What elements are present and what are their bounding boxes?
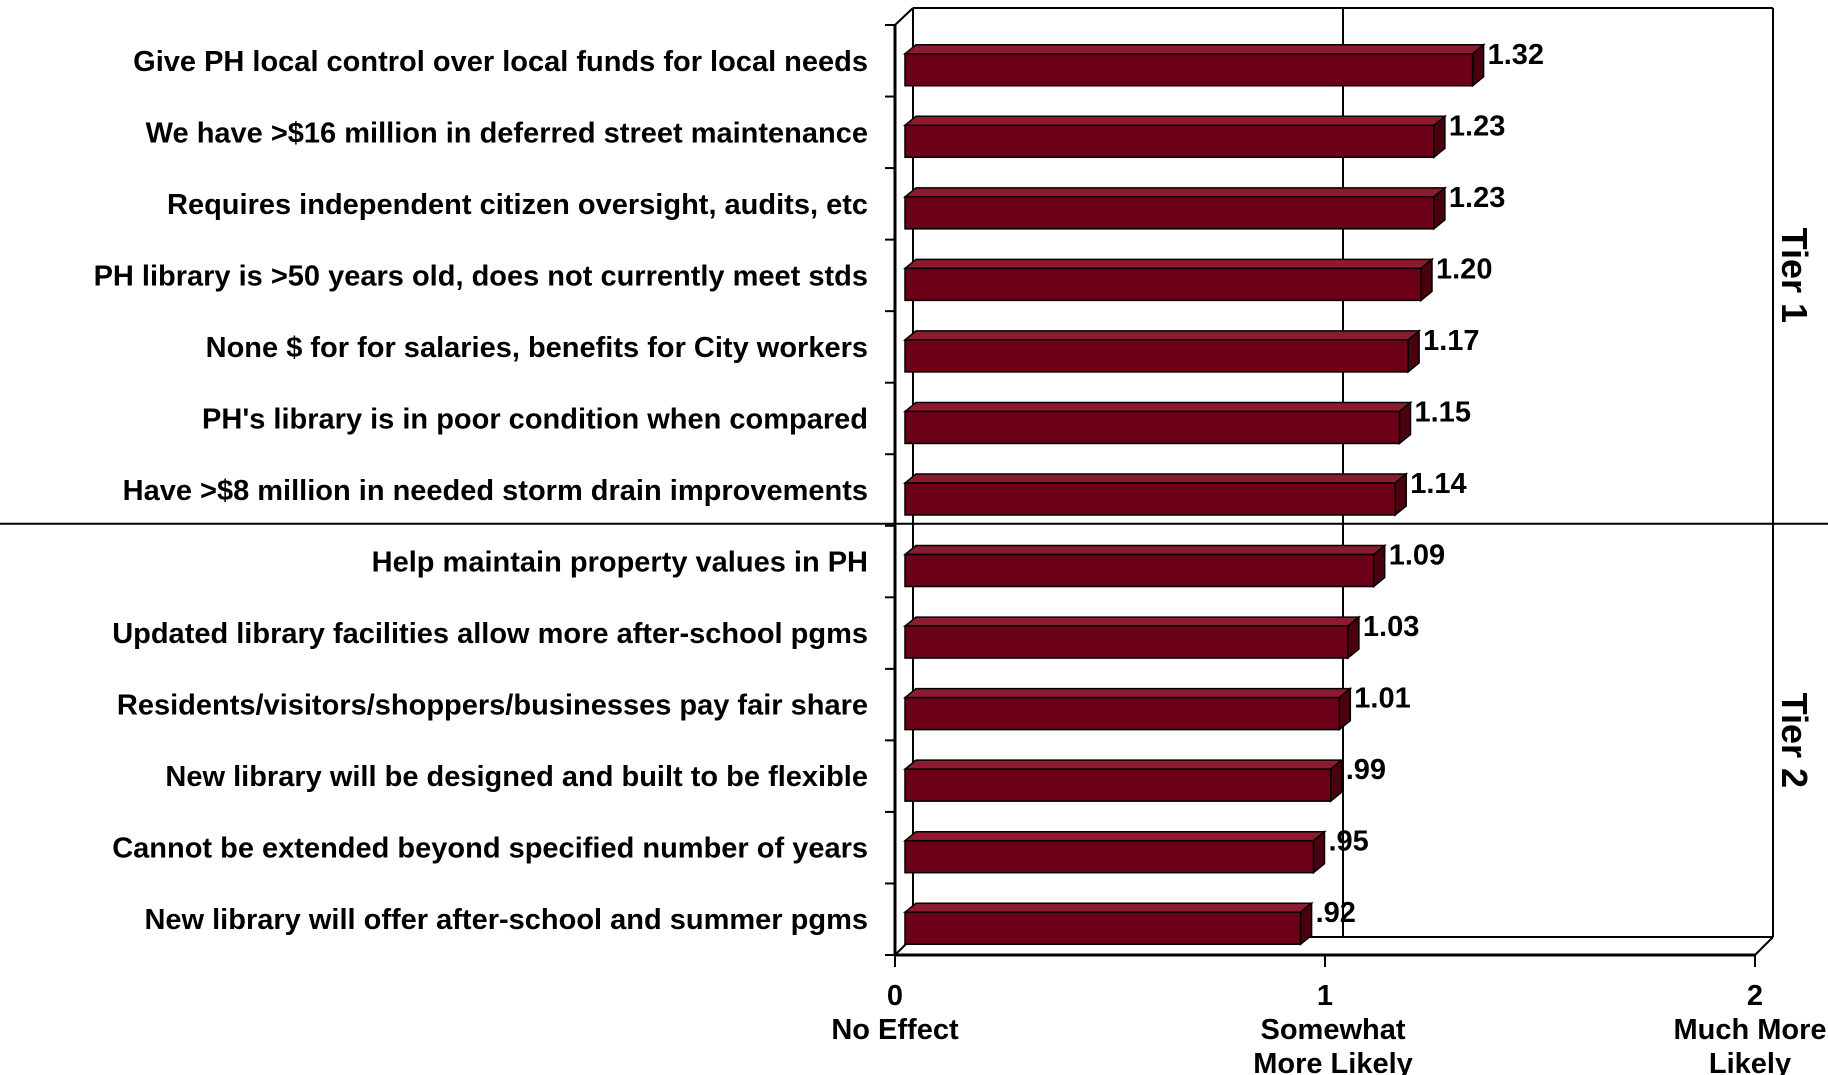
- x-tick-label: 2: [1747, 980, 1763, 1012]
- category-label: Requires independent citizen oversight, …: [167, 189, 868, 221]
- x-tick-sublabel: No Effect: [831, 1014, 959, 1046]
- category-label: Give PH local control over local funds f…: [133, 46, 868, 78]
- bar-top: [902, 616, 1362, 627]
- bar-top: [902, 330, 1422, 341]
- bar-series: [902, 43, 1486, 946]
- value-label: 1.23: [1449, 182, 1505, 214]
- value-label: 1.03: [1363, 611, 1419, 643]
- bar: [904, 196, 1435, 230]
- bar: [904, 768, 1332, 802]
- bar-top: [902, 544, 1387, 556]
- value-label: .99: [1346, 754, 1386, 786]
- value-label: .92: [1316, 897, 1356, 929]
- value-label: 1.15: [1415, 396, 1471, 428]
- bar-top: [902, 44, 1486, 55]
- bar: [904, 696, 1341, 731]
- x-tick-sublabel: Likely: [1709, 1048, 1791, 1075]
- category-label: New library will be designed and built t…: [165, 761, 868, 793]
- value-label: 1.23: [1449, 110, 1505, 142]
- category-label: Cannot be extended beyond specified numb…: [112, 833, 868, 865]
- category-label: PH's library is in poor condition when c…: [202, 403, 868, 435]
- tier-label: Tier 2: [1774, 693, 1815, 788]
- category-label: Residents/visitors/shoppers/businesses p…: [117, 690, 868, 722]
- bar-top: [902, 759, 1344, 770]
- category-label: Updated library facilities allow more af…: [112, 618, 868, 650]
- x-tick-label: 1: [1317, 980, 1333, 1012]
- bar: [904, 53, 1474, 87]
- category-label: PH library is >50 years old, does not cu…: [94, 260, 868, 292]
- tier-label: Tier 1: [1774, 228, 1815, 323]
- floor-right-edge: [1754, 936, 1774, 956]
- value-label: 1.14: [1410, 468, 1466, 500]
- x-tick-sublabel: More Likely: [1253, 1048, 1413, 1075]
- bar-top: [902, 115, 1448, 127]
- value-label: 1.09: [1389, 540, 1445, 572]
- value-labels: 1.32 1.23 1.23 1.20 1.17 1.15 1.14 1.09 1.03 1.01…: [1316, 39, 1544, 929]
- bar: [904, 625, 1349, 659]
- left-wall-top-edge: [894, 7, 914, 26]
- bar: [904, 267, 1422, 302]
- bar-top: [902, 401, 1413, 413]
- bar: [904, 410, 1401, 445]
- bar-top: [902, 687, 1353, 699]
- value-label: 1.32: [1488, 39, 1544, 71]
- bar-top: [902, 258, 1435, 270]
- value-label: 1.01: [1354, 683, 1410, 715]
- value-label: 1.17: [1423, 325, 1479, 357]
- bar-top: [902, 187, 1448, 198]
- bar: [904, 839, 1315, 874]
- value-label: 1.20: [1436, 253, 1492, 285]
- bar: [904, 124, 1435, 159]
- bar-top: [902, 830, 1327, 842]
- bar-top: [902, 902, 1314, 913]
- x-tick-sublabel: Somewhat: [1260, 1014, 1405, 1046]
- bar-top: [902, 473, 1409, 484]
- category-label: We have >$16 million in deferred street …: [146, 117, 868, 149]
- category-labels: Give PH local control over local funds f…: [94, 46, 868, 936]
- x-tick-label: 0: [887, 980, 903, 1012]
- bar: [904, 911, 1302, 945]
- category-label: Help maintain property values in PH: [372, 547, 868, 579]
- x-tick-sublabel: Much More: [1673, 1014, 1826, 1046]
- bar: [904, 482, 1396, 516]
- bar: [904, 553, 1375, 588]
- bar: [904, 339, 1409, 373]
- category-label: New library will offer after-school and …: [144, 904, 868, 936]
- value-label: .95: [1329, 826, 1369, 858]
- category-label: None $ for for salaries, benefits for Ci…: [206, 332, 868, 364]
- category-label: Have >$8 million in needed storm drain i…: [123, 475, 868, 507]
- tier-labels: Tier 1 Tier 2: [1774, 228, 1815, 788]
